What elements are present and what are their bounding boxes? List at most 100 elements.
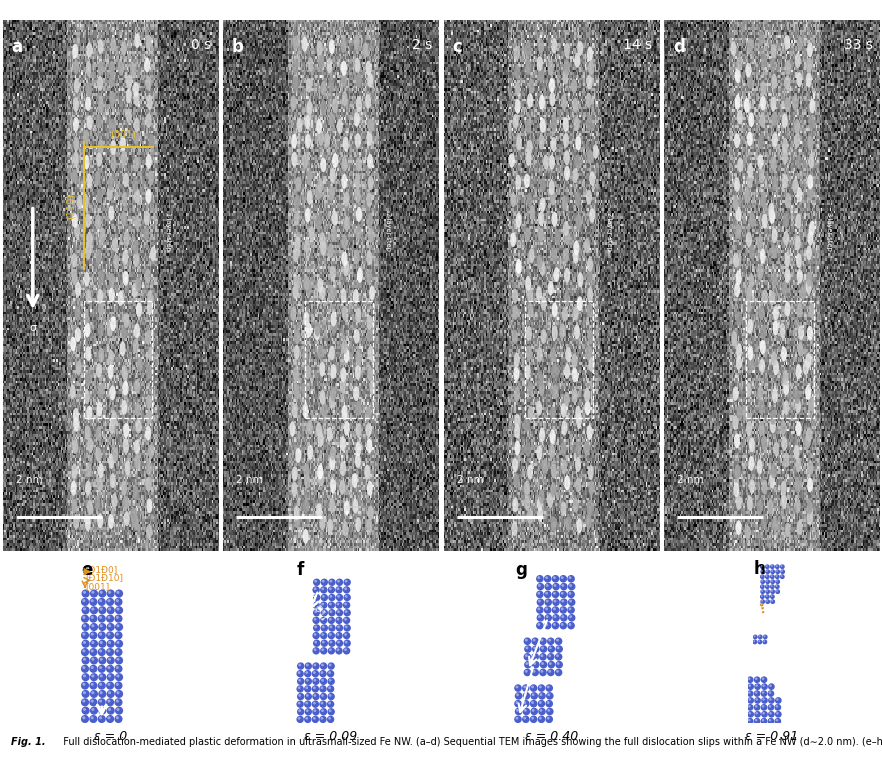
Circle shape (122, 400, 127, 414)
Circle shape (547, 653, 555, 661)
Circle shape (337, 603, 340, 605)
Circle shape (306, 694, 309, 697)
Circle shape (563, 221, 569, 236)
Circle shape (761, 607, 764, 609)
Circle shape (320, 579, 328, 586)
Circle shape (538, 708, 546, 716)
Circle shape (319, 701, 326, 708)
Circle shape (355, 308, 362, 323)
Circle shape (305, 671, 308, 674)
Circle shape (313, 701, 316, 705)
Circle shape (145, 425, 151, 440)
Circle shape (108, 364, 114, 379)
Circle shape (340, 61, 347, 76)
Circle shape (769, 209, 775, 224)
Circle shape (587, 501, 593, 516)
Circle shape (90, 623, 98, 631)
Circle shape (318, 54, 325, 69)
Circle shape (312, 677, 319, 685)
Circle shape (536, 286, 542, 301)
Circle shape (551, 303, 557, 317)
Circle shape (99, 649, 102, 652)
Circle shape (99, 633, 102, 636)
Circle shape (807, 174, 813, 189)
Circle shape (551, 117, 557, 132)
Circle shape (555, 669, 563, 676)
Circle shape (340, 288, 347, 303)
Circle shape (132, 486, 138, 500)
Circle shape (746, 421, 752, 436)
Circle shape (321, 618, 324, 621)
Circle shape (75, 328, 81, 343)
Circle shape (73, 417, 79, 432)
Circle shape (748, 677, 751, 680)
Circle shape (806, 499, 812, 514)
Circle shape (806, 246, 812, 260)
Circle shape (327, 243, 333, 258)
Circle shape (297, 677, 304, 685)
Circle shape (108, 350, 114, 365)
Circle shape (770, 418, 776, 433)
Circle shape (356, 156, 362, 171)
Circle shape (527, 406, 534, 421)
Circle shape (318, 178, 324, 193)
Circle shape (107, 606, 115, 615)
Circle shape (112, 237, 118, 252)
Circle shape (587, 425, 593, 440)
Circle shape (134, 323, 140, 339)
Circle shape (318, 472, 325, 486)
Circle shape (89, 715, 97, 723)
Text: b: b (232, 38, 243, 56)
Circle shape (534, 662, 536, 665)
Circle shape (98, 681, 106, 690)
Circle shape (106, 597, 114, 606)
Circle shape (564, 231, 571, 246)
Circle shape (771, 600, 773, 602)
Circle shape (564, 364, 570, 378)
Circle shape (116, 716, 119, 719)
Circle shape (343, 617, 350, 624)
Circle shape (294, 211, 300, 226)
Circle shape (548, 645, 555, 653)
Circle shape (782, 371, 789, 386)
Circle shape (771, 156, 777, 171)
Circle shape (809, 303, 815, 317)
Circle shape (759, 400, 765, 414)
Circle shape (736, 343, 742, 358)
Circle shape (587, 74, 593, 90)
Circle shape (769, 473, 775, 488)
Circle shape (747, 704, 753, 711)
Circle shape (82, 599, 86, 602)
Circle shape (758, 640, 762, 644)
Circle shape (747, 74, 753, 89)
Circle shape (796, 268, 803, 283)
Circle shape (303, 498, 309, 513)
Circle shape (123, 495, 129, 510)
Circle shape (369, 285, 375, 300)
Circle shape (98, 640, 107, 647)
Circle shape (781, 494, 787, 509)
Circle shape (770, 584, 774, 589)
Circle shape (345, 579, 348, 583)
Circle shape (762, 691, 765, 694)
Circle shape (780, 323, 785, 338)
Circle shape (107, 707, 115, 715)
Circle shape (540, 661, 548, 669)
Circle shape (330, 266, 336, 281)
Circle shape (340, 379, 346, 394)
Circle shape (544, 598, 552, 606)
Circle shape (83, 658, 86, 661)
Circle shape (304, 474, 310, 489)
Circle shape (109, 91, 116, 106)
Circle shape (755, 691, 758, 694)
Circle shape (337, 648, 340, 651)
Circle shape (121, 151, 127, 166)
Circle shape (86, 289, 92, 304)
Circle shape (587, 46, 593, 62)
Circle shape (123, 439, 129, 454)
Circle shape (329, 648, 332, 651)
Circle shape (312, 586, 320, 594)
Circle shape (109, 473, 116, 488)
Circle shape (329, 664, 332, 666)
Circle shape (355, 365, 361, 380)
